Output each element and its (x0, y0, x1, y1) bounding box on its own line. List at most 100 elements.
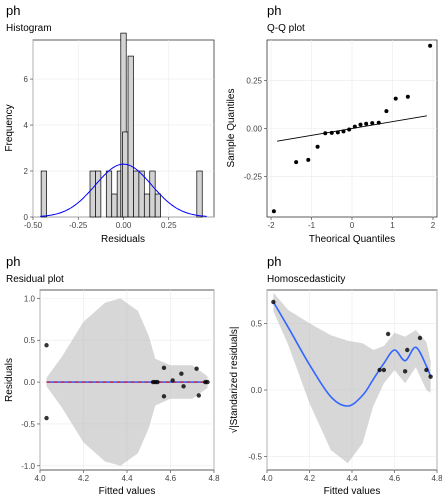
homo-ytick-label: 0.0 (251, 386, 263, 395)
histogram-xtick-label: 0.25 (161, 221, 177, 230)
qq-point (341, 129, 346, 134)
residual-point (196, 393, 201, 398)
histogram-bar (133, 170, 140, 218)
qq-ylabel: Sample Quantiles (226, 89, 237, 168)
homo-point (428, 374, 433, 379)
residual-point (161, 394, 167, 399)
histogram-ytick-label: 2 (24, 167, 29, 176)
residual-title: ph (6, 254, 20, 269)
histogram-ytick-label: 0 (24, 213, 29, 222)
histogram-xlabel: Residuals (101, 234, 145, 245)
qq-xlabel: Theorical Quantiles (309, 234, 395, 245)
qq-point (393, 96, 398, 101)
residual-point (161, 365, 167, 371)
qq-point (306, 157, 311, 162)
qq-point (315, 144, 320, 149)
homo-subtitle: Homoscedasticity (267, 274, 345, 285)
qq-ytick-label: 0.00 (246, 125, 262, 134)
residual-point (181, 384, 186, 389)
residual-point (155, 379, 160, 385)
histogram-bar (95, 170, 102, 218)
histogram-ytick-label: 4 (24, 121, 29, 130)
qq-point (358, 122, 363, 127)
qq-xtick-label: 0 (350, 221, 355, 230)
qq-point (428, 43, 433, 48)
residual-point (205, 379, 210, 385)
homo-xtick-label: 4.8 (431, 474, 442, 483)
histogram-ytick-label: 6 (24, 75, 29, 84)
residual-xtick-label: 4.0 (34, 474, 46, 483)
qq-point (384, 109, 389, 114)
qq-xtick-label: 1 (390, 221, 395, 230)
histogram-bar (89, 170, 96, 218)
homo-point (402, 369, 408, 374)
homo-point (424, 367, 429, 373)
residual-ytick-label: -1.0 (21, 462, 35, 471)
qq-point (335, 130, 340, 135)
homo-ytick-label: -0.5 (248, 453, 262, 462)
residual-xtick-label: 4.8 (208, 474, 220, 483)
qq-point (364, 121, 369, 126)
qq-xtick-label: -1 (308, 221, 316, 230)
histogram-bar (105, 170, 113, 218)
panel-homoscedasticity: ph Homoscedasticity 4.0 4.2 4.4 4.6 4.8 -0.5 0… (228, 254, 442, 497)
qq-point (376, 120, 381, 125)
homo-point (377, 367, 382, 373)
qq-ytick-label: -0.25 (244, 173, 263, 182)
qq-point (370, 121, 375, 126)
residual-ylabel: Residuals (4, 358, 15, 402)
qq-ytick-label: 0.25 (246, 76, 262, 85)
qq-point (405, 94, 410, 99)
residual-ytick-label: 0.0 (24, 378, 36, 387)
homo-title: ph (267, 254, 281, 269)
homo-ytick-label: 0.5 (251, 319, 263, 328)
residual-point (170, 378, 175, 383)
residual-point (44, 343, 49, 348)
qq-xtick-label: 2 (431, 221, 436, 230)
panel-residual: ph Residual plot 4.0 4.2 4.4 4.6 4.8 -1.0 -0.5… (4, 254, 220, 497)
panel-histogram: ph Histogram -0.50 -0.25 0.00 0.25 0 2 4 6 Resi… (4, 3, 215, 245)
residual-xtick-label: 4.2 (78, 474, 90, 483)
qq-subtitle: Q-Q plot (267, 23, 305, 34)
histogram-bar (138, 170, 145, 218)
qq-point (329, 130, 334, 135)
histogram-subtitle: Histogram (6, 23, 52, 34)
residual-ytick-label: -0.5 (21, 420, 35, 429)
normal-density-curve (40, 163, 207, 217)
residual-xtick-label: 4.6 (165, 474, 177, 483)
qq-point (294, 160, 299, 165)
qq-point (271, 209, 276, 214)
histogram-xtick-label: -0.25 (69, 221, 88, 230)
histogram-title: ph (6, 3, 20, 18)
homo-ylabel: √|Standarized residuals| (228, 327, 240, 434)
residual-point (194, 366, 199, 371)
homo-smooth-curve (272, 301, 432, 407)
residual-point (44, 415, 49, 421)
panel-qq: ph Q-Q plot -2 -1 0 1 2 -0.25 0.00 0.25 Theoric… (226, 3, 438, 245)
residual-ytick-label: 0.5 (24, 336, 36, 345)
residual-ytick-label: 1.0 (24, 294, 36, 303)
homo-xtick-label: 4.2 (304, 474, 316, 483)
homo-xtick-label: 4.6 (389, 474, 401, 483)
residual-xtick-label: 4.4 (121, 474, 133, 483)
residual-xlabel: Fitted values (99, 486, 156, 497)
histogram-bar (122, 131, 129, 218)
homo-point (417, 335, 423, 341)
homo-point (271, 299, 276, 305)
homo-confidence-band (273, 292, 431, 464)
qq-reference-line (277, 115, 427, 142)
qq-xtick-label: -2 (267, 221, 275, 230)
histogram-bar (196, 170, 203, 218)
qq-point (347, 127, 352, 132)
homo-xtick-label: 4.4 (346, 474, 358, 483)
histogram-bar (127, 55, 134, 218)
homo-xlabel: Fitted values (324, 486, 381, 497)
qq-point (352, 124, 357, 129)
histogram-xtick-label: 0.00 (116, 221, 132, 230)
histogram-bar (149, 170, 156, 218)
residual-subtitle: Residual plot (6, 274, 64, 285)
residual-point (179, 371, 184, 376)
homo-point (385, 331, 391, 337)
qq-point (323, 131, 328, 136)
